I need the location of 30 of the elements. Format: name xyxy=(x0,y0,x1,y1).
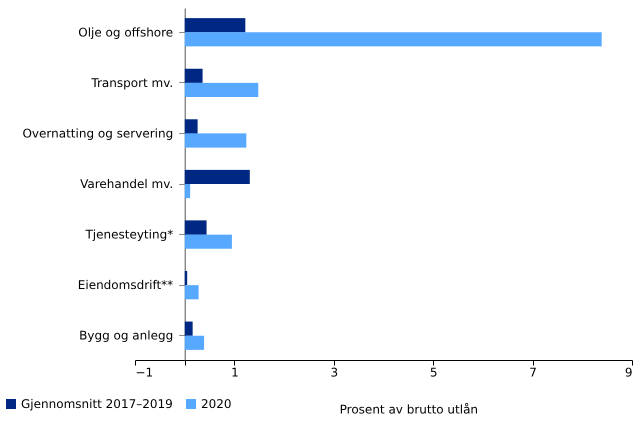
y-tick-label: Varehandel mv. xyxy=(80,177,174,191)
bar xyxy=(184,270,188,286)
y-tick-label: Eiendomsdrift** xyxy=(78,278,174,292)
bar xyxy=(184,32,602,46)
y-tick-label: Tjenesteyting* xyxy=(84,228,174,242)
bar xyxy=(184,82,258,98)
x-tick-label: −1 xyxy=(136,366,154,380)
legend-label: Gjennomsnitt 2017–2019 xyxy=(21,397,173,411)
bar xyxy=(184,119,198,134)
y-tick-label: Overnatting og servering xyxy=(22,126,174,140)
bar xyxy=(184,18,246,32)
bar xyxy=(184,170,250,184)
bar xyxy=(184,133,246,148)
y-tick-label: Olje og offshore xyxy=(78,25,174,40)
legend-label: 2020 xyxy=(201,397,232,411)
x-axis-title: Prosent av brutto utlån xyxy=(340,402,478,416)
x-tick-label: 9 xyxy=(624,366,632,380)
x-tick-label: 5 xyxy=(430,366,438,380)
x-tick-label: 7 xyxy=(529,366,537,380)
bar xyxy=(184,285,199,300)
bar xyxy=(184,184,190,198)
x-tick-label: 3 xyxy=(330,366,338,380)
bar xyxy=(184,322,193,336)
bar xyxy=(184,234,232,249)
bar xyxy=(184,68,203,83)
y-tick-label: Transport mv. xyxy=(90,76,174,90)
y-tick-label: Bygg og anlegg xyxy=(79,328,174,343)
x-tick-label: 1 xyxy=(231,366,239,380)
bar xyxy=(184,336,204,350)
bar xyxy=(184,220,207,235)
